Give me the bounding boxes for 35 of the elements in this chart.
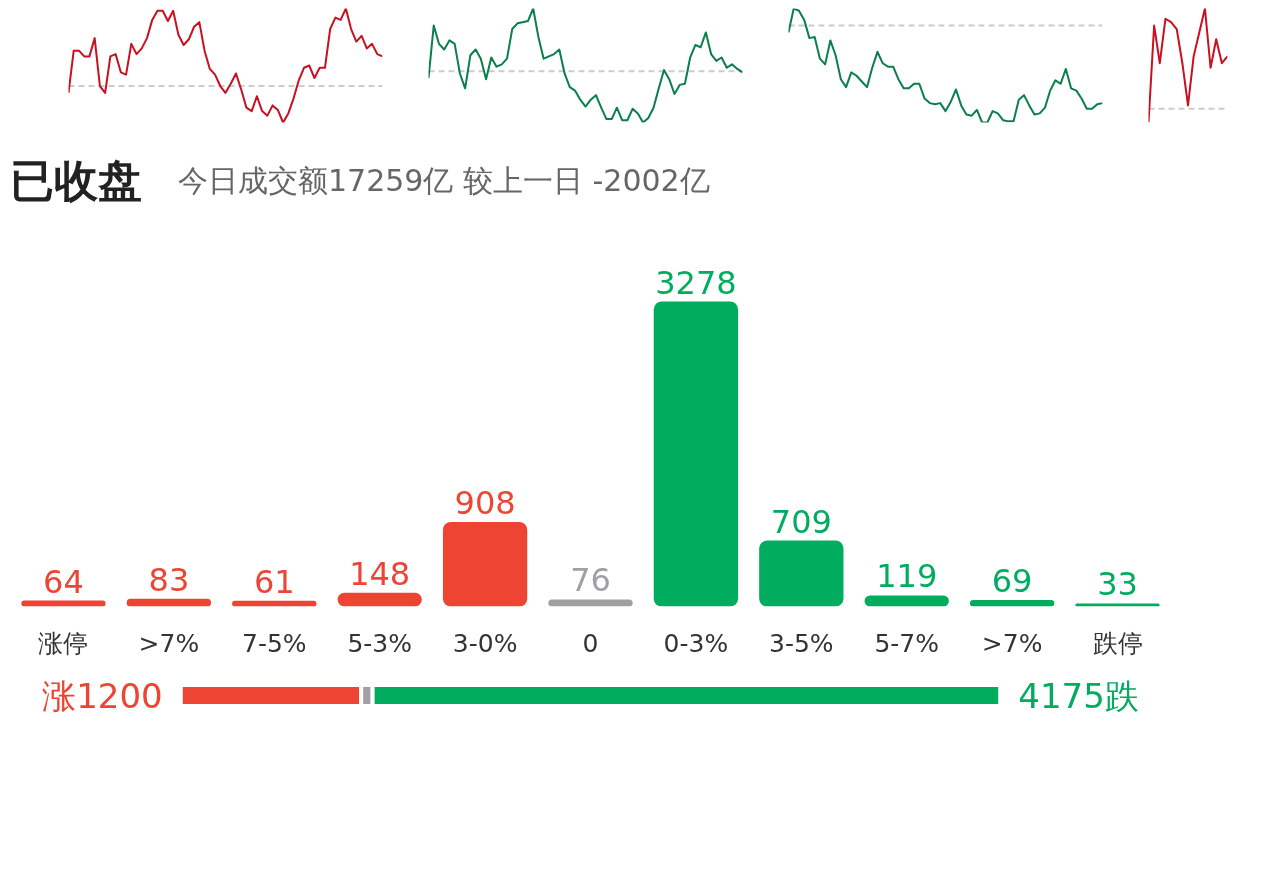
x-tick-label: 0-3% [663, 628, 729, 658]
x-tick-label: 3-0% [452, 628, 518, 658]
bar [759, 540, 844, 607]
data-label: 4175跌 [1018, 675, 1139, 716]
x-tick-label: 3-5% [769, 628, 834, 658]
x-tick-label: 7-5% [241, 628, 307, 658]
x-tick-label: >7% [981, 628, 1043, 658]
x-tick-label: >7% [138, 628, 200, 658]
data-label: 涨1200 [42, 675, 163, 716]
chart-subtitle: 今日成交额17259亿 较上一日 -2002亿 [178, 163, 710, 198]
bar [864, 595, 949, 607]
data-label: 33 [1097, 565, 1138, 604]
data-label: 61 [253, 562, 295, 601]
data-label: 709 [770, 502, 832, 541]
x-tick-label: 5-7% [874, 628, 940, 658]
data-label: 83 [148, 560, 190, 599]
data-label: 76 [570, 561, 611, 600]
data-label: 69 [991, 562, 1033, 601]
bar [1075, 603, 1160, 607]
bar [969, 600, 1055, 607]
bar [442, 522, 528, 607]
bar [653, 301, 739, 607]
x-tick-label: 涨停 [38, 628, 89, 658]
bar [126, 598, 212, 607]
chart-title: 已收盘 [10, 155, 143, 206]
bar [337, 592, 422, 607]
x-tick-label: 5-3% [347, 628, 412, 658]
data-label: 908 [454, 484, 516, 523]
data-label: 148 [349, 554, 411, 593]
data-label: 119 [876, 557, 938, 596]
data-label: 64 [43, 562, 84, 601]
x-tick-label: 跌停 [1092, 628, 1143, 658]
bar [548, 599, 633, 607]
data-label: 3278 [655, 263, 737, 302]
x-tick-label: 0 [582, 628, 599, 658]
